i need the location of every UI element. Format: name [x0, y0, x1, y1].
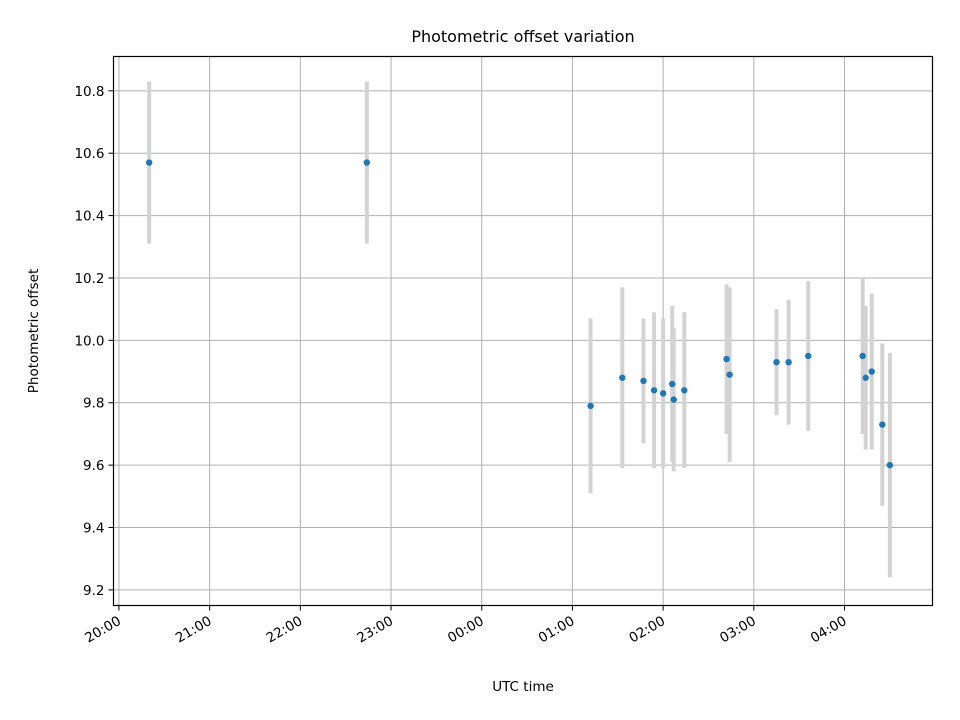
- x-tick-label: 20:00: [82, 613, 124, 646]
- data-point: [619, 374, 626, 381]
- data-points: [145, 159, 894, 469]
- y-tick-label: 10.2: [74, 271, 104, 287]
- x-tick-label: 03:00: [717, 613, 759, 646]
- x-tick-label: 02:00: [626, 613, 668, 646]
- data-point: [587, 402, 594, 410]
- x-tick-label: 01:00: [536, 613, 578, 646]
- plot-frame: [112, 55, 934, 607]
- data-point: [805, 352, 812, 360]
- error-bars: [147, 81, 892, 578]
- data-point: [879, 421, 886, 428]
- x-tick-label: 00:00: [445, 613, 487, 646]
- data-point: [668, 380, 676, 388]
- y-tick-label: 10.0: [74, 333, 104, 349]
- y-tick-label: 10.6: [74, 146, 104, 162]
- y-tick-label: 9.2: [83, 583, 104, 599]
- x-tick-label: 22:00: [264, 613, 306, 646]
- chart-title: Photometric offset variation: [411, 27, 634, 46]
- grid-lines: [113, 56, 933, 606]
- y-tick-label: 10.8: [74, 84, 104, 100]
- data-point: [723, 355, 730, 363]
- data-point: [681, 387, 688, 394]
- data-point: [886, 461, 894, 469]
- y-tick-label: 9.6: [83, 458, 104, 474]
- y-tick-label: 9.4: [83, 521, 104, 537]
- data-point: [868, 368, 875, 375]
- x-tick-label: 21:00: [173, 613, 215, 646]
- y-axis-label: Photometric offset: [26, 269, 42, 393]
- x-tick-label: 04:00: [808, 613, 850, 646]
- data-point: [659, 390, 667, 397]
- data-point: [726, 371, 733, 378]
- data-point: [862, 374, 869, 381]
- data-point: [785, 358, 792, 366]
- data-point: [773, 358, 780, 366]
- data-point: [670, 396, 677, 403]
- y-tick-label: 9.8: [83, 396, 104, 412]
- data-point: [640, 377, 647, 385]
- data-point: [363, 159, 371, 166]
- x-tick-label: 23:00: [354, 613, 396, 646]
- y-axis: 9.2 9.4 9.6 9.8 10.0 10.2 10.4 10.6 10.8: [74, 84, 114, 599]
- y-tick-label: 10.4: [74, 209, 104, 225]
- x-axis-label: UTC time: [492, 679, 554, 695]
- x-axis: 20:00 21:00 22:00 23:00 00:00 01:00 02:00 03:00…: [82, 605, 850, 646]
- data-point: [859, 352, 866, 360]
- data-point: [650, 387, 658, 394]
- data-point: [145, 159, 153, 166]
